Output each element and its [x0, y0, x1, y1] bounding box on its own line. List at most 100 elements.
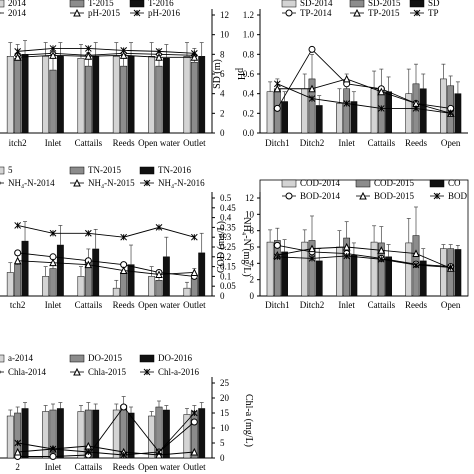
series-marker — [84, 448, 92, 456]
series-marker — [155, 448, 163, 456]
y-tick-label: 0.4 — [220, 213, 232, 223]
x-tick-label: Open water — [138, 138, 180, 148]
legend-marker — [413, 9, 421, 17]
y-tick-label: 0.2 — [243, 108, 254, 118]
y-tick-label: 0 — [250, 291, 255, 301]
series-marker — [308, 244, 316, 253]
x-tick-label: Open water — [138, 462, 180, 472]
bar — [120, 272, 128, 297]
y-axis-label: SD (m) — [212, 59, 223, 89]
legend-label: TN-2016 — [158, 165, 191, 175]
series-marker — [119, 51, 128, 59]
legend-label: BOD-2014 — [300, 191, 340, 201]
legend-marker — [353, 8, 361, 17]
x-tick-label: 2 — [15, 462, 20, 472]
series-line — [277, 244, 451, 268]
legend-marker — [143, 368, 151, 376]
legend-label: DO-2016 — [158, 353, 192, 363]
series-marker — [13, 53, 22, 61]
bar — [315, 105, 323, 134]
series-marker — [49, 229, 57, 237]
legend-label: CO — [448, 178, 461, 188]
series-line — [17, 445, 195, 456]
legend-label: BOD-2015 — [374, 191, 414, 201]
x-tick-label: Open — [441, 300, 461, 310]
bar — [336, 246, 343, 297]
bar — [447, 248, 455, 297]
series-marker — [190, 49, 198, 57]
bar — [190, 278, 198, 297]
series-marker — [342, 74, 351, 83]
legend: 5 TN-2015 TN-2016 NH₄-N-2014 NH₄-N-2015 NH₄-N… — [0, 165, 205, 188]
series-line — [17, 47, 195, 54]
chart-tn-nh4: 00.050.10.150.20.250.30.350.40.450.5NH₄-… — [0, 165, 252, 310]
series-marker — [447, 264, 455, 271]
y-tick-label: 0.0 — [243, 128, 255, 138]
bar — [440, 248, 447, 297]
legend-swatch — [0, 166, 5, 175]
x-tick-label: Outlet — [183, 300, 206, 310]
y-tick-label: 0 — [220, 291, 225, 301]
series-line — [17, 412, 195, 456]
legend-swatch — [69, 0, 85, 8]
series-marker — [155, 53, 163, 61]
x-tick-label: Outlet — [183, 462, 206, 472]
bar — [77, 276, 85, 297]
bar — [281, 101, 288, 134]
bar — [183, 56, 191, 134]
bar — [56, 244, 64, 297]
series-marker — [13, 447, 22, 456]
y-tick-label: 2 — [250, 275, 255, 285]
series-line — [17, 252, 195, 277]
legend-label: Chla-2015 — [88, 367, 126, 377]
bar — [315, 260, 323, 297]
series-marker — [155, 224, 163, 231]
legend-swatch — [0, 0, 5, 8]
bar — [343, 88, 351, 134]
legend-swatch — [139, 166, 155, 175]
bar — [92, 248, 100, 297]
bar — [155, 280, 163, 297]
series-marker — [119, 266, 128, 275]
x-tick-label: Outlet — [183, 138, 206, 148]
y-tick-label: 5 — [220, 438, 225, 448]
y-tick-label: 4 — [220, 89, 225, 99]
bar — [112, 56, 120, 134]
series-marker — [308, 84, 316, 93]
y-tick-label: 0.1 — [220, 271, 231, 281]
bar — [183, 287, 191, 297]
y-tick-label: 0.45 — [220, 203, 236, 213]
legend-label: a-2014 — [8, 353, 33, 363]
x-tick-label: Inlet — [45, 300, 62, 310]
y-tick-label: 0.4 — [243, 89, 255, 99]
x-tick-label: Ditch1 — [265, 138, 290, 148]
series-marker — [308, 45, 316, 53]
series-marker — [14, 439, 22, 447]
series-line — [277, 246, 451, 269]
bar — [6, 415, 14, 459]
bar — [14, 264, 22, 297]
x-tick-label: Ditch2 — [300, 300, 325, 310]
bar — [92, 56, 100, 134]
y-tick-label: 25 — [220, 378, 230, 388]
legend-swatch — [0, 354, 5, 363]
series-marker — [13, 256, 22, 265]
bar — [56, 408, 64, 459]
series-marker — [190, 409, 198, 417]
x-tick-label: itch2 — [9, 138, 27, 148]
legend-marker — [433, 192, 441, 200]
bar — [350, 101, 358, 134]
legend-label: SD-2015 — [368, 0, 401, 8]
series-line — [276, 48, 451, 109]
legend-swatch — [349, 0, 365, 8]
y-tick-label: 8 — [220, 49, 225, 59]
bar — [148, 415, 156, 459]
bar — [198, 56, 206, 134]
series-marker — [190, 233, 198, 241]
y-tick-label: 0 — [220, 128, 225, 138]
series-marker — [49, 453, 57, 460]
x-tick-label: Inlet — [338, 138, 355, 148]
series-marker — [84, 52, 93, 60]
legend-label: pH-2015 — [88, 8, 120, 18]
legend-marker — [285, 192, 293, 200]
